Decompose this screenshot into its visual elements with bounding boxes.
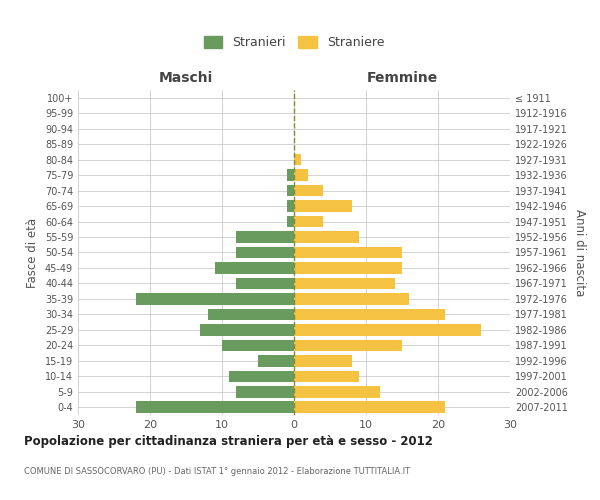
- Bar: [287, 200, 294, 212]
- Bar: [136, 402, 294, 413]
- Bar: [294, 200, 352, 212]
- Bar: [294, 231, 359, 243]
- Bar: [294, 246, 402, 258]
- Y-axis label: Anni di nascita: Anni di nascita: [573, 209, 586, 296]
- Bar: [294, 154, 301, 166]
- Bar: [200, 324, 294, 336]
- Bar: [236, 386, 294, 398]
- Legend: Stranieri, Straniere: Stranieri, Straniere: [199, 31, 389, 54]
- Bar: [222, 340, 294, 351]
- Bar: [294, 340, 402, 351]
- Bar: [215, 262, 294, 274]
- Bar: [294, 262, 402, 274]
- Bar: [294, 370, 359, 382]
- Text: Popolazione per cittadinanza straniera per età e sesso - 2012: Popolazione per cittadinanza straniera p…: [24, 435, 433, 448]
- Bar: [287, 170, 294, 181]
- Bar: [294, 216, 323, 228]
- Bar: [294, 386, 380, 398]
- Bar: [294, 170, 308, 181]
- Bar: [294, 278, 395, 289]
- Text: Maschi: Maschi: [159, 71, 213, 85]
- Bar: [294, 355, 352, 366]
- Text: COMUNE DI SASSOCORVARO (PU) - Dati ISTAT 1° gennaio 2012 - Elaborazione TUTTITAL: COMUNE DI SASSOCORVARO (PU) - Dati ISTAT…: [24, 468, 410, 476]
- Bar: [229, 370, 294, 382]
- Bar: [294, 185, 323, 196]
- Text: Femmine: Femmine: [367, 71, 437, 85]
- Bar: [208, 308, 294, 320]
- Bar: [258, 355, 294, 366]
- Bar: [287, 216, 294, 228]
- Bar: [287, 185, 294, 196]
- Bar: [136, 293, 294, 304]
- Bar: [236, 246, 294, 258]
- Bar: [236, 278, 294, 289]
- Bar: [294, 308, 445, 320]
- Bar: [294, 293, 409, 304]
- Y-axis label: Fasce di età: Fasce di età: [26, 218, 39, 288]
- Bar: [294, 324, 481, 336]
- Bar: [294, 402, 445, 413]
- Bar: [236, 231, 294, 243]
